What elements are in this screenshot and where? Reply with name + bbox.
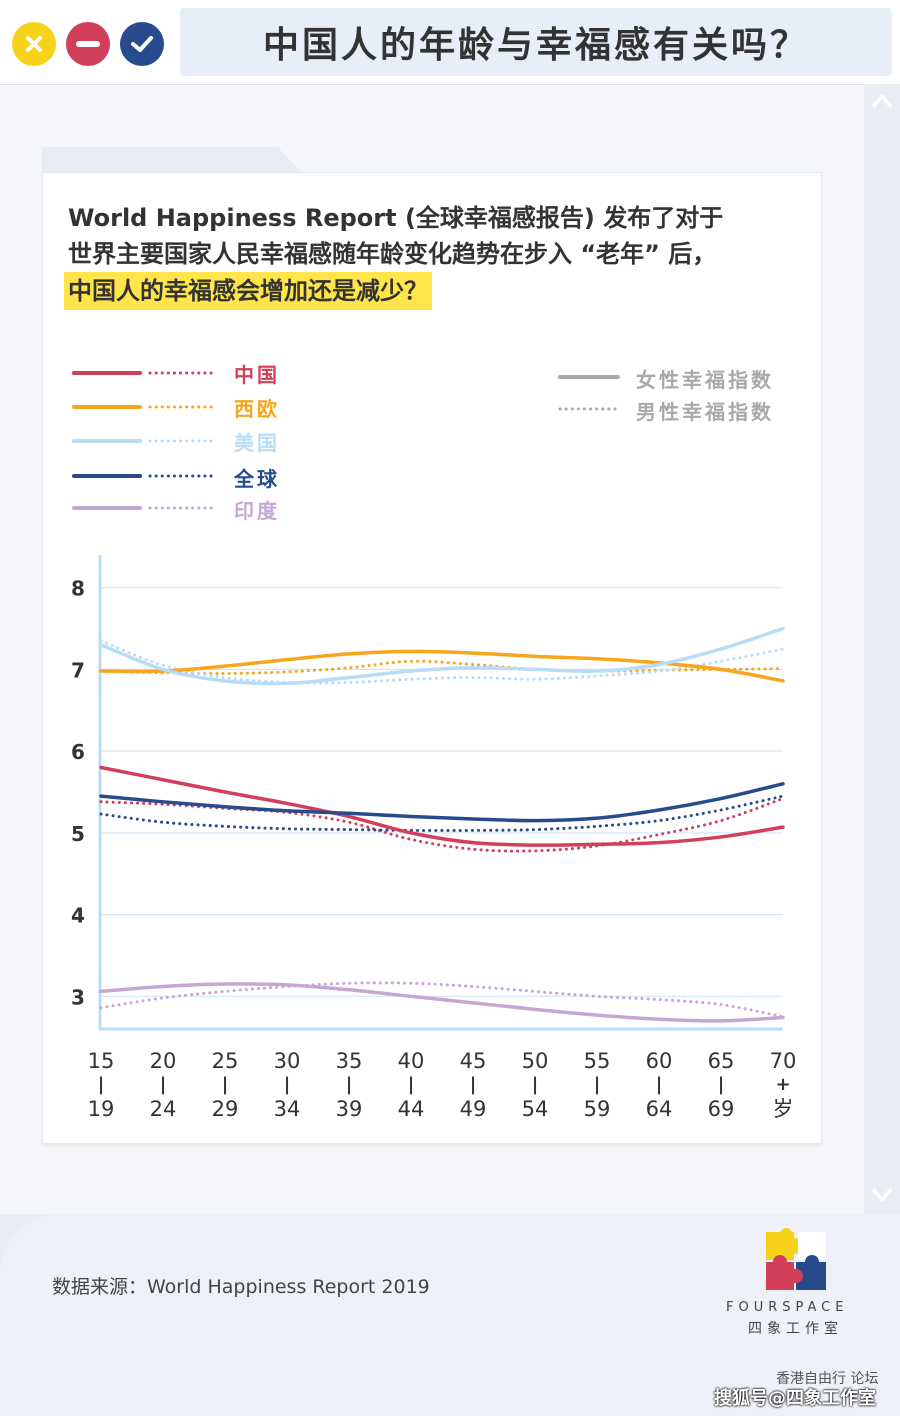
legend-label-western-europe: 西欧 [234,397,280,421]
puzzle-logo-icon [766,1228,826,1290]
brand-name: FOURSPACE [726,1300,849,1315]
close-icon [26,36,42,52]
watermark-sohu: 搜狐号@四象工作室 [714,1388,876,1409]
scrollbar[interactable] [864,84,900,1214]
x-tick-label: | [718,1074,725,1095]
headline-line-2: 世界主要国家人民幸福感随年龄变化趋势在步入 “老年” 后， [68,240,717,268]
x-tick-label: 64 [646,1097,673,1121]
minimize-button[interactable] [66,22,110,66]
x-tick-label: 岁 [773,1097,794,1121]
x-tick-label: 49 [460,1097,487,1121]
brand-name-cn: 四象工作室 [748,1321,843,1337]
y-tick-label: 6 [71,740,85,764]
x-tick-label: 24 [150,1097,177,1121]
x-tick-label: 54 [522,1097,549,1121]
y-tick-label: 7 [71,658,85,682]
x-tick-label: 40 [398,1049,425,1073]
x-tick-label: 55 [584,1049,611,1073]
x-tick-label: | [532,1074,539,1095]
watermark-forum: 香港自由行 论坛 [776,1371,879,1387]
x-tick-label: | [656,1074,663,1095]
x-tick-label: 44 [398,1097,425,1121]
x-tick-label: | [346,1074,353,1095]
y-tick-label: 8 [71,577,85,601]
x-tick-label: | [160,1074,167,1095]
x-tick-label: 59 [584,1097,611,1121]
x-tick-label: 39 [336,1097,363,1121]
x-tick-label: | [470,1074,477,1095]
x-tick-label: 15 [88,1049,115,1073]
title-bar: 中国人的年龄与幸福感有关吗？ [0,0,900,84]
series-line-male [99,981,785,1019]
x-tick-label: | [284,1074,291,1095]
check-icon [131,36,153,52]
series-line-male [99,659,785,676]
close-button[interactable] [12,22,56,66]
x-tick-label: 29 [212,1097,239,1121]
x-tick-label: + [775,1074,790,1095]
title-box: 中国人的年龄与幸福感有关吗？ [180,8,892,76]
series-line-male [99,794,785,833]
x-tick-label: 34 [274,1097,301,1121]
x-tick-label: 45 [460,1049,487,1073]
legend-label-male: 男性幸福指数 [636,400,774,424]
x-tick-label: 60 [646,1049,673,1073]
headline-line-1: World Happiness Report (全球幸福感报告) 发布了对于 [68,204,724,232]
x-tick-label: 19 [88,1097,115,1121]
legend-label-female: 女性幸福指数 [636,368,774,392]
headline: World Happiness Report (全球幸福感报告) 发布了对于 世… [64,200,828,310]
legend [72,371,620,510]
legend-label-china: 中国 [234,363,280,387]
footer [0,1214,900,1416]
chevron-down-icon [871,1187,893,1202]
confirm-button[interactable] [120,22,164,66]
scroll-up-button[interactable] [864,84,900,118]
x-tick-label: | [222,1074,229,1095]
legend-label-usa: 美国 [234,431,280,455]
x-tick-label: 70 [770,1049,797,1073]
y-tick-label: 5 [71,822,85,846]
legend-label-global: 全球 [234,467,280,491]
x-tick-label: | [594,1074,601,1095]
y-tick-label: 4 [71,904,85,928]
x-tick-label: | [408,1074,415,1095]
x-tick-label: 65 [708,1049,735,1073]
data-source: 数据来源：World Happiness Report 2019 [52,1276,430,1298]
scroll-down-button[interactable] [864,1178,900,1212]
series-line-female [99,765,785,847]
series-line-female [99,982,785,1023]
y-tick-label: 3 [71,985,85,1009]
chevron-up-icon [871,94,893,109]
page-title: 中国人的年龄与幸福感有关吗？ [262,25,809,66]
x-tick-label: 35 [336,1049,363,1073]
headline-highlight: 中国人的幸福感会增加还是减少？ [64,272,432,310]
series-line-male [99,639,785,685]
series-line-female [99,626,785,686]
x-tick-label: 69 [708,1097,735,1121]
x-tick-label: 25 [212,1049,239,1073]
x-tick-label: | [98,1074,105,1095]
x-tick-label: 50 [522,1049,549,1073]
minus-icon [76,41,100,47]
card-tab [42,147,304,175]
x-tick-label: 30 [274,1049,301,1073]
x-tick-label: 20 [150,1049,177,1073]
series-line-female [99,782,785,823]
legend-label-india: 印度 [234,499,280,523]
